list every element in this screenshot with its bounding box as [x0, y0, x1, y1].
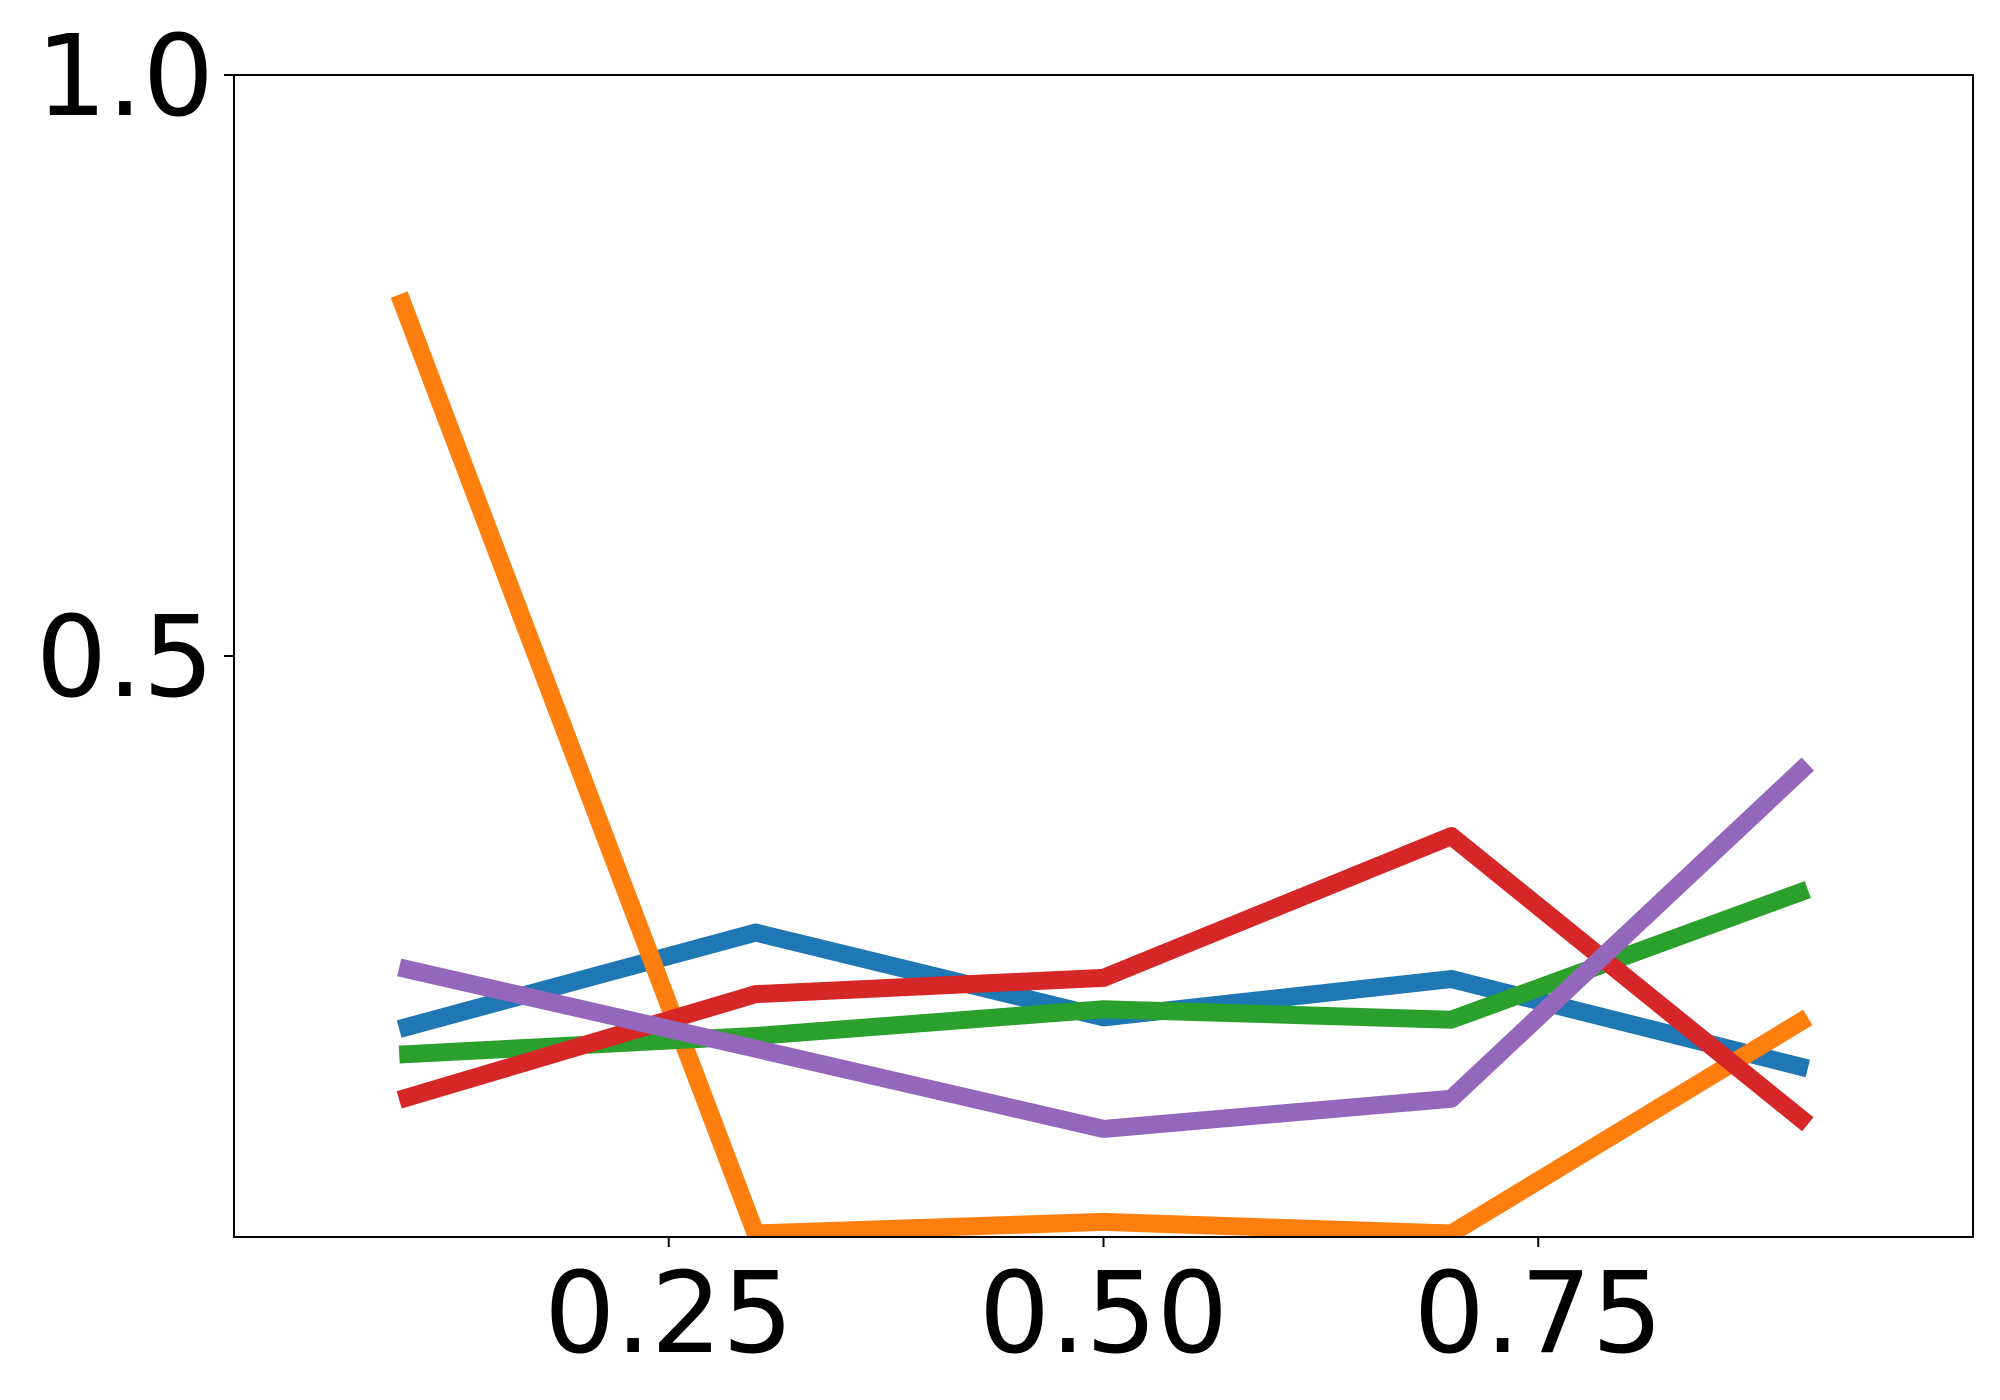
y-tick-label: 1.0 — [36, 12, 214, 142]
y-tick-label: 0.5 — [36, 593, 214, 723]
x-tick-label: 0.75 — [1414, 1249, 1663, 1379]
plot-lines — [390, 291, 1814, 1237]
x-tick-label: 0.50 — [979, 1249, 1228, 1379]
series-line — [397, 757, 1814, 1138]
series-line — [390, 291, 1813, 1237]
x-tick-label: 0.25 — [544, 1249, 793, 1379]
